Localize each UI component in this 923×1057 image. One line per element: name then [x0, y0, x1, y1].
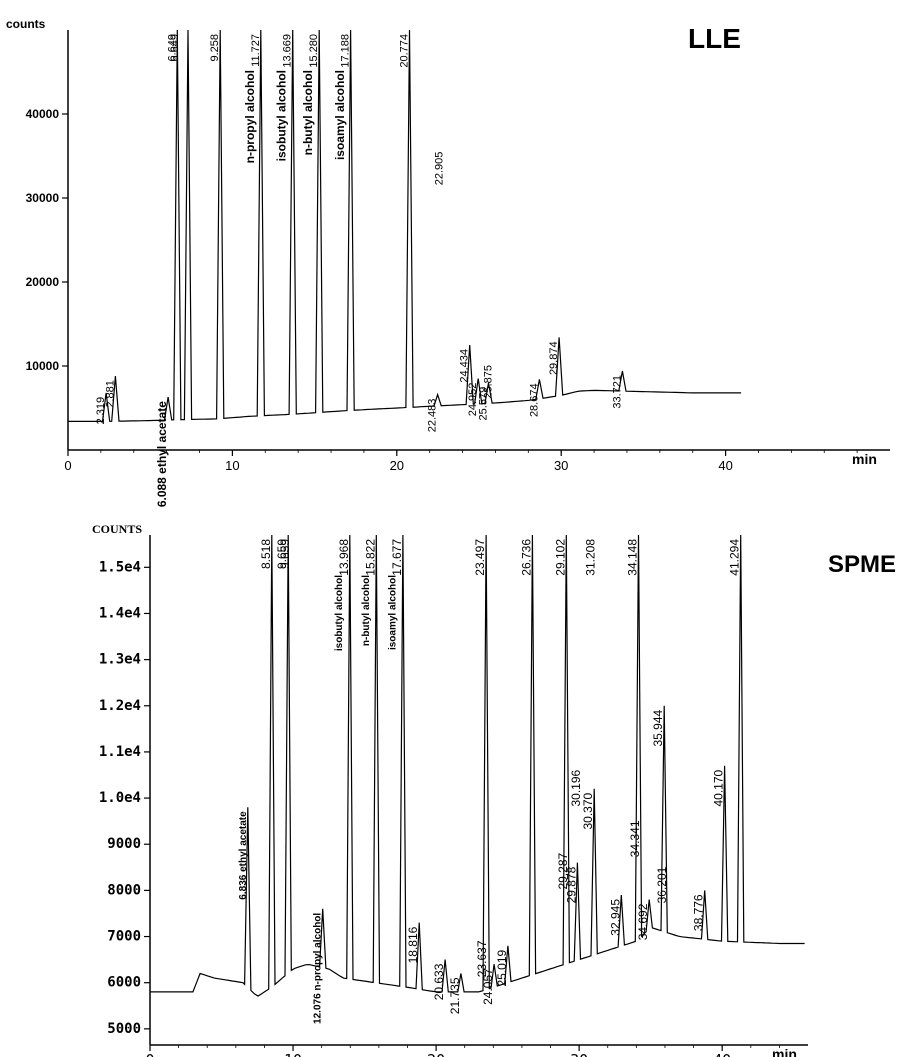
peak-label: 22.905	[434, 152, 446, 186]
y-tick-label: 1.2e4	[99, 698, 141, 714]
x-tick-label: 10	[284, 1051, 302, 1057]
peak-label: 8.518	[259, 539, 273, 569]
x-tick-label: 40	[718, 458, 732, 473]
peak-label: isoamyl alcohol	[333, 70, 347, 160]
spme-chromatogram: 5000 6000 7000 8000 9000 1.0e4 1.1e4 1.2e4 1.3e4…	[92, 522, 896, 1057]
x-tick-label: 10	[225, 458, 239, 473]
peak-label: 30.196	[569, 769, 583, 806]
peak-label: 29.874	[548, 341, 560, 375]
peak-label: 6.836 ethyl acetate	[238, 811, 249, 900]
y-axis-label: COUNTS	[92, 522, 142, 536]
peak-label: 24.434	[459, 349, 471, 383]
peak-label: 17.677	[390, 539, 404, 576]
peak-label: 12.076 n-propyl alcohol	[313, 913, 324, 1024]
peak-label: 23.637	[475, 940, 489, 977]
peak-label: 41.294	[728, 539, 742, 576]
peak-label: 34.148	[626, 539, 640, 576]
chart-title: LLE	[688, 23, 741, 54]
peak-label: 22.483	[427, 399, 439, 433]
peak-label: 31.208	[583, 539, 597, 576]
peak-label: 26.736	[519, 539, 533, 576]
peak-label: n-butyl alcohol	[301, 70, 315, 155]
peak-label: 35.944	[651, 709, 665, 746]
peak-label: 20.774	[399, 34, 411, 68]
peak-label: 21.735	[448, 977, 462, 1014]
peak-label: 34.341	[628, 820, 642, 857]
x-tick-label: 30	[554, 458, 568, 473]
y-tick-label: 1.1e4	[99, 744, 141, 760]
y-tick-label: 6000	[107, 975, 141, 991]
y-tick-label: 9000	[107, 836, 141, 852]
x-tick-label: 40	[713, 1051, 731, 1057]
peak-label: 9.258	[209, 34, 221, 62]
chromatogram-trace	[150, 534, 805, 997]
peak-label: 32.945	[608, 899, 622, 936]
peak-label: 9.659	[278, 539, 292, 569]
peak-label: 30.370	[581, 792, 595, 829]
peak-label: 2.881	[104, 380, 116, 408]
y-tick-label: 5000	[107, 1021, 141, 1037]
peak-label: 25.019	[495, 949, 509, 986]
chromatogram-trace	[68, 29, 742, 422]
peak-label: 18.816	[406, 926, 420, 963]
peak-label: 6.649	[166, 34, 178, 62]
peak-label: n-propyl alcohol	[243, 70, 257, 163]
peak-label: 11.727	[250, 34, 262, 67]
peak-label: 29.878	[564, 866, 578, 903]
chart-title: SPME	[828, 551, 896, 578]
peak-label: 17.188	[340, 34, 352, 68]
peak-label: 29.102	[553, 539, 567, 576]
lle-chromatogram: 10000 20000 30000 40000 0 10 20 30 40 counts min LL…	[6, 17, 890, 507]
y-tick-label: 10000	[26, 359, 60, 373]
x-axis-label: min	[772, 1046, 797, 1057]
peak-label: 28.674	[528, 383, 540, 417]
peak-label: 24.952	[467, 383, 479, 417]
peak-label: 6.649	[169, 34, 181, 62]
peak-label: 13.669	[282, 34, 294, 68]
y-tick-label: 30000	[26, 191, 60, 205]
peak-label: 15.280	[308, 34, 320, 68]
x-tick-label: 30	[570, 1051, 588, 1057]
y-tick-label: 1.4e4	[99, 605, 141, 621]
y-tick-label: 1.3e4	[99, 652, 141, 668]
peak-label: 9.659	[275, 539, 289, 569]
peak-label: 23.497	[473, 539, 487, 576]
x-axis-label: min	[852, 451, 877, 467]
peak-label: 33.721	[611, 375, 623, 409]
peak-label: 13.968	[337, 539, 351, 576]
peak-label: 29.287	[556, 852, 570, 889]
peak-label: 25.875	[482, 365, 494, 399]
peak-label: 25.579	[478, 387, 490, 421]
peak-label: isoamyl alcohol	[388, 575, 399, 650]
peak-label: 40.170	[712, 769, 726, 806]
y-tick-label: 8000	[107, 882, 141, 898]
peak-label: isobutyl alcohol	[275, 70, 289, 161]
y-tick-label: 1.5e4	[99, 559, 141, 575]
y-tick-label: 7000	[107, 929, 141, 945]
x-tick-label: 20	[390, 458, 404, 473]
peak-label: 2.319	[95, 397, 107, 425]
peak-label: 38.776	[692, 894, 706, 931]
x-tick-label: 20	[427, 1051, 445, 1057]
y-axis-label: counts	[6, 17, 46, 31]
y-tick-label: 20000	[26, 275, 60, 289]
x-tick-label: 0	[145, 1051, 154, 1057]
peak-label: 34.692	[636, 903, 650, 940]
y-tick-label: 1.0e4	[99, 790, 141, 806]
peak-label: isobutyl alcohol	[334, 575, 345, 651]
peak-label: 20.633	[432, 963, 446, 1000]
peak-label: 15.822	[363, 539, 377, 576]
peak-label: 24.057	[481, 968, 495, 1005]
x-tick-label: 0	[64, 458, 71, 473]
y-tick-label: 40000	[26, 107, 60, 121]
peak-label: 36.201	[655, 866, 669, 903]
peak-label: 6.088 ethyl acetate	[155, 401, 169, 507]
peak-label: n-butyl alcohol	[361, 575, 372, 646]
